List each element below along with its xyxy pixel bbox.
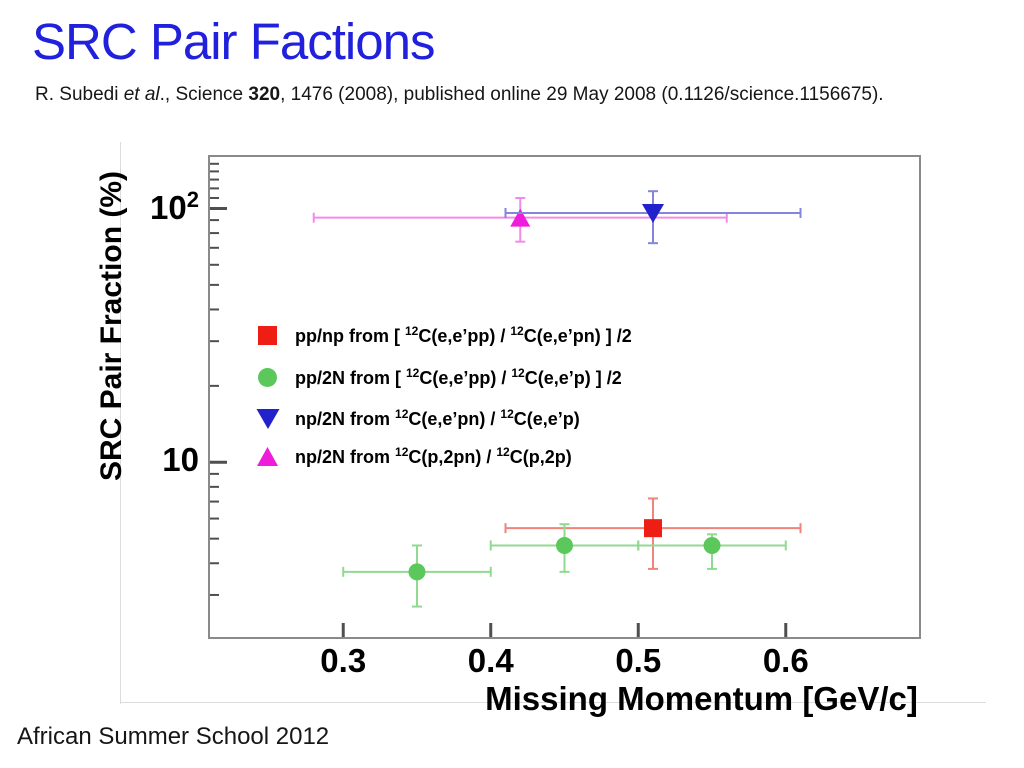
data-point-triangle-down xyxy=(642,203,665,223)
legend-marker-shape xyxy=(258,368,277,387)
citation-segment: R. Subedi xyxy=(35,84,124,105)
data-point-triangle-up xyxy=(510,208,531,227)
x-tick-label: 0.5 xyxy=(615,642,662,679)
legend-marker-shape xyxy=(257,447,278,466)
data-point-circle xyxy=(556,536,573,554)
guide-line-vertical xyxy=(120,142,121,704)
data-point-circle xyxy=(408,563,426,581)
guide-line-horizontal xyxy=(120,702,986,703)
legend-marker-square-icon xyxy=(258,326,277,345)
legend-marker-shape xyxy=(258,326,277,345)
legend-label: pp/np from [ 12C(e,e’pp) / 12C(e,e’pn) ]… xyxy=(295,323,632,346)
legend-item: np/2N from 12C(e,e’pn) / 12C(e,e’p) xyxy=(255,405,580,431)
legend-marker-circle-icon xyxy=(258,368,277,387)
citation: R. Subedi et al., Science 320, 1476 (200… xyxy=(35,84,884,106)
y-axis-title: SRC Pair Fraction (%) xyxy=(95,170,128,482)
data-point-circle xyxy=(703,536,721,554)
legend-marker-shape xyxy=(256,409,280,429)
x-tick-label: 0.3 xyxy=(320,642,367,679)
x-tick-label: 0.6 xyxy=(762,642,809,679)
legend-label: np/2N from 12C(e,e’pn) / 12C(e,e’p) xyxy=(295,406,580,429)
plot-frame xyxy=(208,155,921,639)
x-axis-title: Missing Momentum [GeV/c] xyxy=(485,680,918,717)
legend-marker-triangle-down-icon xyxy=(256,409,280,429)
y-tick-label: 10 xyxy=(162,441,199,479)
page-title: SRC Pair Factions xyxy=(32,13,435,70)
legend-marker-triangle-up-icon xyxy=(257,447,278,466)
citation-segment: ., Science xyxy=(159,84,249,105)
x-tick-label: 0.4 xyxy=(467,642,514,679)
legend-item: np/2N from 12C(p,2pn) / 12C(p,2p) xyxy=(255,443,572,469)
citation-segment: , 1476 (2008), published online 29 May 2… xyxy=(280,84,884,105)
citation-segment: et al xyxy=(123,84,160,105)
legend-item: pp/np from [ 12C(e,e’pp) / 12C(e,e’pn) ]… xyxy=(255,322,632,348)
legend-label: np/2N from 12C(p,2pn) / 12C(p,2p) xyxy=(295,444,572,467)
legend-item: pp/2N from [ 12C(e,e’pp) / 12C(e,e’p) ] … xyxy=(255,364,622,390)
citation-segment: 320 xyxy=(248,84,281,105)
legend-label: pp/2N from [ 12C(e,e’pp) / 12C(e,e’p) ] … xyxy=(295,365,622,388)
data-point-square xyxy=(644,519,663,538)
footer: African Summer School 2012 xyxy=(17,723,330,750)
y-tick-label: 102 xyxy=(150,187,199,227)
